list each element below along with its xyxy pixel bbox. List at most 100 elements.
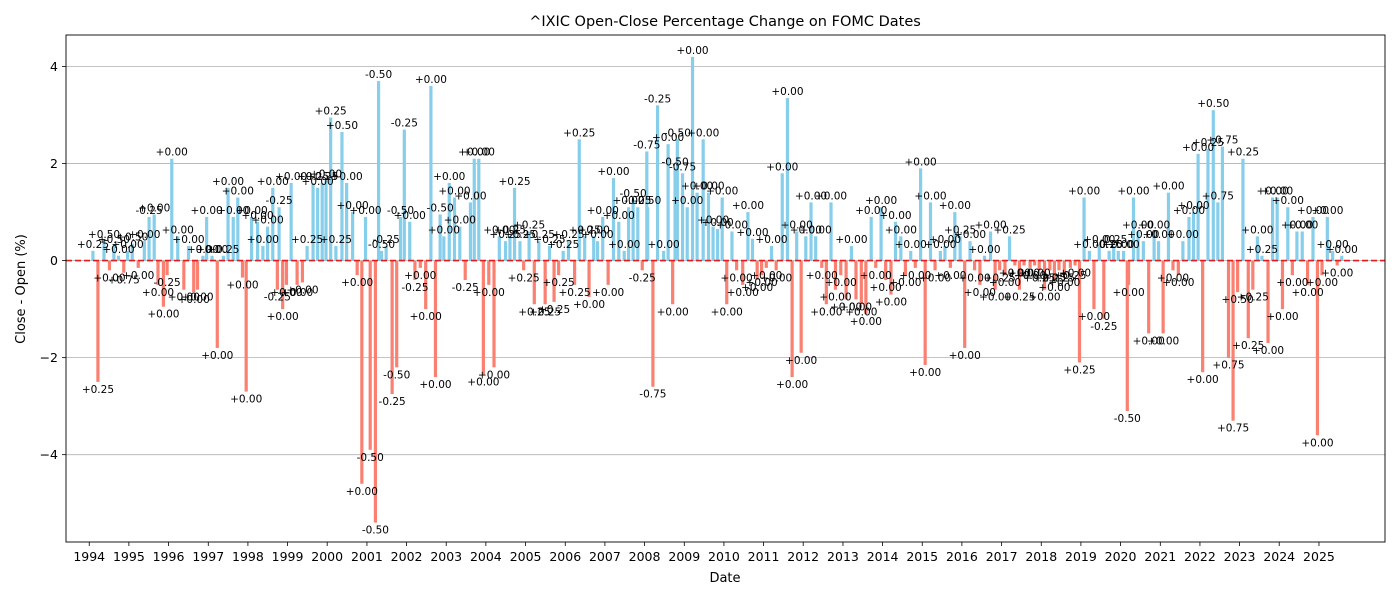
bar <box>130 243 134 261</box>
bar <box>824 260 828 305</box>
bar <box>311 182 315 261</box>
bar <box>833 260 838 290</box>
bar <box>993 260 997 290</box>
bar <box>919 168 923 261</box>
bar-label: +0.00 <box>196 244 228 256</box>
bar <box>943 246 947 261</box>
bar <box>116 255 121 261</box>
bar-label: +0.50 <box>116 232 148 244</box>
bar-label: +0.00 <box>608 239 640 251</box>
bar <box>1052 260 1057 281</box>
bar <box>424 260 428 310</box>
bar-label: +0.00 <box>438 186 470 198</box>
bar <box>112 246 116 261</box>
bar <box>1141 241 1145 261</box>
x-tick-label: 2005 <box>510 549 542 564</box>
bar <box>982 255 987 261</box>
bar-label: +0.75 <box>1217 423 1249 435</box>
bar <box>1121 250 1126 261</box>
bar <box>215 260 219 348</box>
bar <box>1147 260 1151 334</box>
bar <box>1191 212 1196 261</box>
bar <box>1231 260 1235 421</box>
bar <box>741 260 745 285</box>
x-tick-label: 2003 <box>430 549 462 564</box>
bar <box>725 260 729 305</box>
bar-label: +0.00 <box>1048 277 1080 289</box>
x-tick-label: 2011 <box>748 549 780 564</box>
bar <box>142 241 146 261</box>
bar <box>236 197 240 261</box>
x-tick-label: 2014 <box>867 549 899 564</box>
bar <box>849 246 854 261</box>
bar-label: -0.50 <box>357 452 384 464</box>
bar <box>1220 146 1225 261</box>
bar-label: +0.00 <box>1038 282 1070 294</box>
bar-label: +0.00 <box>721 272 753 284</box>
bar <box>903 260 908 276</box>
bar-label: +0.00 <box>573 299 605 311</box>
bar-label: +0.00 <box>1152 181 1184 193</box>
bar <box>1152 231 1156 261</box>
bar <box>1241 158 1245 261</box>
bar-label: +0.00 <box>122 270 154 282</box>
bar <box>606 260 610 285</box>
bar-label: +0.00 <box>1276 277 1308 289</box>
bar <box>746 212 750 261</box>
bar <box>522 260 526 271</box>
bar <box>577 139 581 261</box>
bar <box>1097 246 1101 261</box>
bar-label: +0.00 <box>230 394 262 406</box>
bar-label: +0.00 <box>1306 277 1338 289</box>
bar-label: +0.00 <box>870 282 902 294</box>
bar-label: +0.00 <box>810 306 842 318</box>
bar <box>255 221 260 261</box>
bar-label: +0.00 <box>275 171 307 183</box>
bar-label: -0.50 <box>368 239 395 251</box>
bar <box>1270 197 1275 261</box>
bar-label: +0.00 <box>241 210 273 222</box>
bar-label: +0.00 <box>1266 311 1298 323</box>
bar-labels: +0.25 +0.25 +0.50 +0.00 +0.50 +0.00 +0.75 +0.00… <box>77 45 1358 537</box>
bar <box>1087 250 1091 261</box>
x-tick-label: 2018 <box>1025 549 1057 564</box>
bar-label: +0.00 <box>473 287 505 299</box>
bar <box>1112 246 1116 261</box>
bar <box>572 260 577 285</box>
bar <box>503 241 508 261</box>
bar <box>402 129 406 261</box>
bar-label: +0.00 <box>454 190 486 202</box>
x-tick-label: 2002 <box>391 549 423 564</box>
bar-label: +0.00 <box>760 272 792 284</box>
bar-label: +0.25 <box>77 239 109 251</box>
bar <box>107 260 112 271</box>
bar-label: +0.00 <box>648 239 680 251</box>
bar <box>379 250 384 261</box>
bar <box>1251 260 1255 290</box>
bar <box>755 260 759 281</box>
bar-label: +0.00 <box>1281 219 1313 231</box>
bar-label: +0.00 <box>1311 205 1343 217</box>
bar-label: +0.00 <box>1014 270 1046 282</box>
bar-label: +0.00 <box>895 239 927 251</box>
bar-label: +0.00 <box>178 294 210 306</box>
bar-label: -0.25 <box>264 292 291 304</box>
bar <box>373 260 378 523</box>
bar <box>122 260 126 273</box>
bar-label: +0.00 <box>795 190 827 202</box>
bar-label: +0.00 <box>840 301 872 313</box>
bar-label: +0.00 <box>681 181 713 193</box>
bar <box>592 236 596 261</box>
bar-label: +0.50 <box>1222 294 1254 306</box>
bar-label: +0.00 <box>270 287 302 299</box>
bar-label: +0.25 <box>1003 292 1035 304</box>
bar-label: -0.25 <box>265 195 292 207</box>
bar-label: +0.25 <box>489 229 521 241</box>
bar <box>458 226 462 261</box>
bar-label: +0.25 <box>543 277 575 289</box>
bar-label: +0.00 <box>1326 244 1358 256</box>
bar <box>1102 260 1106 319</box>
bars <box>91 56 1344 523</box>
x-tick-label: 2008 <box>629 549 661 564</box>
